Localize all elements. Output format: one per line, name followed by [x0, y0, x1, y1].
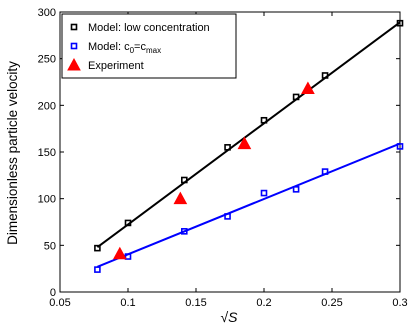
data-point — [94, 266, 101, 273]
tick-labels: 0.05 0.1 0.15 0.2 0.25 0.3 0 50 100 150 200 250 300 — [38, 7, 408, 309]
data-point — [321, 72, 329, 79]
data-point — [173, 191, 188, 205]
y-tick-label: 250 — [38, 54, 56, 66]
x-tick-label: 0.25 — [321, 297, 342, 309]
data-point — [321, 168, 329, 175]
data-point — [124, 219, 132, 227]
legend-marker — [70, 42, 78, 50]
fit-line — [96, 21, 401, 249]
y-tick-label: 200 — [38, 100, 56, 112]
x-tick-label: 0.15 — [185, 297, 206, 309]
legend-label: Model: c0=cmax — [88, 41, 161, 55]
legend-label: Model: low concentration — [88, 22, 210, 34]
axis-labels: Dimensionless particle velocity √S — [5, 61, 238, 325]
x-tick-label: 0.05 — [49, 297, 70, 309]
data-point — [112, 246, 127, 260]
data-point — [292, 93, 300, 101]
y-tick-label: 100 — [38, 194, 56, 206]
legend-label-part: Model: c — [88, 41, 130, 53]
data-point — [181, 228, 188, 235]
legend-label: Experiment — [88, 60, 144, 72]
x-axis-label: √S — [220, 309, 238, 325]
legend-label-part: =c — [134, 41, 146, 53]
y-axis-label: Dimensionless particle velocity — [5, 61, 20, 245]
data-point — [224, 213, 231, 220]
fit-line — [97, 142, 401, 268]
data-point — [301, 81, 315, 95]
data-point — [260, 189, 268, 197]
data-point — [237, 136, 252, 150]
data-point — [124, 253, 132, 260]
data-point — [224, 144, 231, 151]
data-point — [94, 244, 101, 252]
data-point — [292, 186, 300, 193]
data-point — [396, 19, 404, 27]
y-tick-label: 50 — [44, 240, 56, 252]
y-tick-label: 0 — [50, 287, 56, 299]
data-point — [181, 176, 188, 184]
legend-marker — [67, 57, 81, 71]
data-point — [396, 143, 404, 150]
y-tick-label: 300 — [38, 7, 56, 19]
x-tick-label: 0.3 — [392, 297, 407, 309]
y-tick-label: 150 — [38, 147, 56, 159]
legend-marker — [70, 23, 78, 31]
x-tick-label: 0.2 — [256, 297, 271, 309]
legend-label-subscript: 0 — [130, 46, 135, 55]
x-tick-label: 0.1 — [120, 297, 135, 309]
legend-label-subscript: max — [146, 46, 161, 55]
data-points — [94, 19, 404, 273]
fit-lines — [96, 21, 401, 268]
data-point — [260, 116, 268, 124]
legend-box — [61, 13, 237, 79]
